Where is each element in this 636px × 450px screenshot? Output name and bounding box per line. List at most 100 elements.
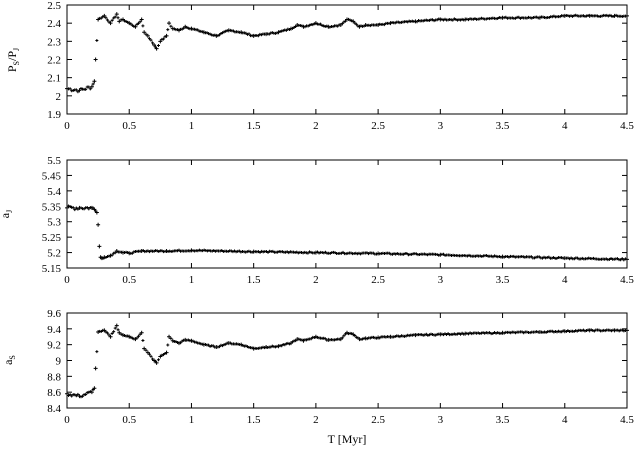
data-point-dense bbox=[149, 38, 153, 42]
data-point-dense bbox=[113, 326, 117, 330]
data-point-dense bbox=[462, 332, 466, 336]
data-point bbox=[145, 33, 150, 38]
data-point-dense bbox=[163, 351, 167, 355]
data-point-dense bbox=[585, 329, 589, 333]
data-point-dense bbox=[362, 24, 366, 28]
data-point-dense bbox=[244, 31, 248, 35]
data-points bbox=[65, 204, 629, 262]
data-point-dense bbox=[586, 328, 590, 332]
data-point-dense bbox=[174, 340, 178, 344]
data-point-dense bbox=[585, 257, 589, 261]
data-point-dense bbox=[421, 19, 425, 23]
data-point-dense bbox=[427, 333, 431, 337]
data-point bbox=[114, 323, 119, 328]
data-point-dense bbox=[312, 251, 316, 255]
x-tick-label: 3 bbox=[438, 120, 444, 132]
data-point-dense bbox=[147, 37, 151, 41]
data-point-dense bbox=[271, 249, 275, 253]
data-point-dense bbox=[540, 256, 544, 260]
y-tick-label: 5.45 bbox=[42, 170, 62, 182]
data-point-dense bbox=[445, 332, 449, 336]
data-point-dense bbox=[514, 331, 518, 335]
data-point-dense bbox=[603, 329, 607, 333]
data-point-dense bbox=[342, 20, 346, 24]
data-point-dense bbox=[263, 346, 267, 350]
data-point-dense bbox=[426, 253, 430, 257]
data-point-dense bbox=[452, 17, 456, 21]
data-point-dense bbox=[432, 19, 436, 23]
data-point-dense bbox=[337, 337, 341, 341]
data-point-dense bbox=[542, 255, 546, 259]
data-point-dense bbox=[105, 331, 109, 335]
data-point-dense bbox=[221, 344, 225, 348]
data-points bbox=[65, 12, 629, 94]
data-point bbox=[108, 334, 113, 339]
data-point-dense bbox=[281, 29, 285, 33]
data-point-dense bbox=[575, 329, 579, 333]
data-point-dense bbox=[95, 350, 99, 354]
data-point-dense bbox=[339, 251, 343, 255]
data-point-dense bbox=[579, 257, 583, 261]
data-point-dense bbox=[473, 17, 477, 21]
data-point-dense bbox=[280, 250, 284, 254]
data-point-dense bbox=[555, 256, 559, 260]
data-point-dense bbox=[552, 255, 556, 259]
data-point-dense bbox=[365, 251, 369, 255]
data-point-dense bbox=[188, 27, 192, 31]
data-point-dense bbox=[394, 252, 398, 256]
data-point-dense bbox=[213, 33, 217, 37]
data-point-dense bbox=[331, 25, 335, 29]
data-point-dense bbox=[88, 205, 92, 209]
data-point-dense bbox=[415, 20, 419, 24]
data-point-dense bbox=[138, 20, 142, 24]
data-point-dense bbox=[441, 18, 445, 22]
data-point-dense bbox=[312, 22, 316, 26]
data-point-dense bbox=[76, 90, 80, 94]
data-point bbox=[92, 79, 97, 84]
data-point-dense bbox=[569, 14, 573, 18]
data-point-dense bbox=[509, 331, 513, 335]
data-point-dense bbox=[611, 14, 615, 18]
data-point-dense bbox=[250, 34, 254, 38]
data-point-dense bbox=[276, 250, 280, 254]
data-point-dense bbox=[269, 345, 273, 349]
data-point-dense bbox=[451, 18, 455, 22]
data-point-dense bbox=[589, 328, 593, 332]
data-point-dense bbox=[393, 21, 397, 25]
data-point-dense bbox=[247, 32, 251, 36]
data-point-dense bbox=[437, 253, 441, 257]
y-tick-label: 5.5 bbox=[47, 155, 61, 167]
x-tick-label: 1.5 bbox=[247, 274, 261, 286]
data-point-dense bbox=[552, 14, 556, 18]
plot-frame bbox=[66, 159, 628, 269]
data-point-dense bbox=[73, 208, 77, 212]
data-point-dense bbox=[99, 16, 103, 20]
y-tick-label: 9 bbox=[56, 356, 62, 368]
data-point-dense bbox=[157, 249, 161, 253]
data-point-dense bbox=[166, 343, 170, 347]
data-point-dense bbox=[499, 331, 503, 335]
data-point-dense bbox=[87, 207, 91, 211]
data-point-dense bbox=[180, 27, 184, 31]
data-point-dense bbox=[349, 251, 353, 255]
data-point-dense bbox=[172, 27, 176, 31]
data-point-dense bbox=[169, 24, 173, 28]
data-point-dense bbox=[138, 249, 142, 253]
data-point-dense bbox=[489, 254, 493, 258]
x-tick-label: 0 bbox=[64, 274, 70, 286]
data-point-dense bbox=[359, 252, 363, 256]
data-point-dense bbox=[88, 87, 92, 91]
data-point-dense bbox=[328, 25, 332, 29]
data-point bbox=[158, 39, 163, 44]
data-point-dense bbox=[113, 15, 117, 19]
data-point-dense bbox=[597, 328, 601, 332]
data-point-dense bbox=[216, 34, 220, 38]
data-point-dense bbox=[67, 204, 71, 208]
data-point-dense bbox=[110, 331, 114, 335]
data-point-dense bbox=[270, 31, 274, 35]
data-point-dense bbox=[141, 338, 145, 342]
data-point-dense bbox=[175, 249, 179, 253]
data-point-dense bbox=[437, 332, 441, 336]
data-point-dense bbox=[572, 329, 576, 333]
